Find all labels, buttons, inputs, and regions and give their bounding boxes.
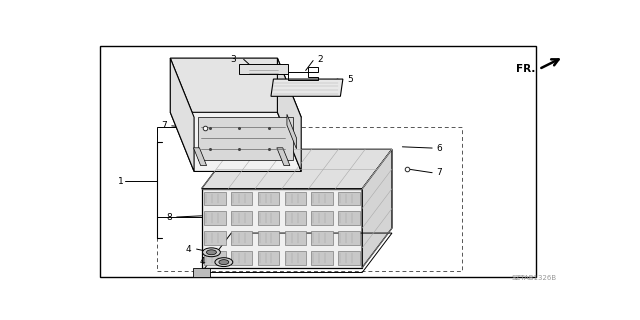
- Polygon shape: [311, 212, 333, 225]
- Text: 7: 7: [161, 121, 167, 130]
- Text: 5: 5: [347, 75, 353, 84]
- Polygon shape: [231, 212, 252, 225]
- Circle shape: [215, 258, 233, 267]
- Polygon shape: [258, 231, 279, 245]
- Polygon shape: [204, 212, 226, 225]
- Polygon shape: [170, 58, 194, 172]
- Text: 6: 6: [436, 144, 442, 153]
- Text: 3: 3: [230, 55, 236, 64]
- Text: 4: 4: [200, 257, 205, 266]
- Polygon shape: [258, 212, 279, 225]
- Polygon shape: [338, 231, 360, 245]
- Polygon shape: [170, 112, 301, 172]
- Polygon shape: [338, 212, 360, 225]
- Polygon shape: [231, 251, 252, 265]
- Polygon shape: [204, 231, 226, 245]
- Polygon shape: [311, 192, 333, 205]
- Text: 1: 1: [118, 177, 124, 186]
- Circle shape: [207, 250, 216, 255]
- Polygon shape: [204, 192, 226, 205]
- Polygon shape: [239, 64, 289, 74]
- Polygon shape: [258, 192, 279, 205]
- Text: 7: 7: [436, 168, 442, 177]
- Circle shape: [219, 260, 229, 265]
- Polygon shape: [193, 148, 207, 165]
- Polygon shape: [285, 212, 306, 225]
- Bar: [157, 127, 296, 217]
- Polygon shape: [285, 251, 306, 265]
- Polygon shape: [258, 251, 279, 265]
- Polygon shape: [202, 189, 362, 268]
- Polygon shape: [231, 192, 252, 205]
- Circle shape: [202, 248, 220, 257]
- Polygon shape: [285, 231, 306, 245]
- Text: 2: 2: [317, 55, 323, 64]
- Polygon shape: [204, 251, 226, 265]
- Polygon shape: [287, 114, 296, 149]
- Polygon shape: [277, 148, 290, 165]
- Polygon shape: [198, 117, 293, 160]
- Polygon shape: [231, 231, 252, 245]
- Polygon shape: [202, 149, 392, 189]
- Polygon shape: [170, 58, 277, 112]
- Polygon shape: [193, 268, 211, 277]
- Polygon shape: [277, 58, 301, 172]
- Polygon shape: [170, 58, 301, 117]
- Polygon shape: [271, 79, 343, 96]
- Bar: [157, 127, 462, 271]
- Polygon shape: [338, 192, 360, 205]
- Bar: [100, 46, 536, 277]
- Polygon shape: [362, 149, 392, 268]
- Polygon shape: [285, 192, 306, 205]
- Polygon shape: [311, 251, 333, 265]
- Polygon shape: [338, 251, 360, 265]
- Text: 4: 4: [186, 244, 191, 253]
- Text: FR.: FR.: [516, 64, 535, 74]
- Text: 8: 8: [166, 212, 172, 221]
- Polygon shape: [311, 231, 333, 245]
- Text: SZTAB1326B: SZTAB1326B: [511, 275, 556, 281]
